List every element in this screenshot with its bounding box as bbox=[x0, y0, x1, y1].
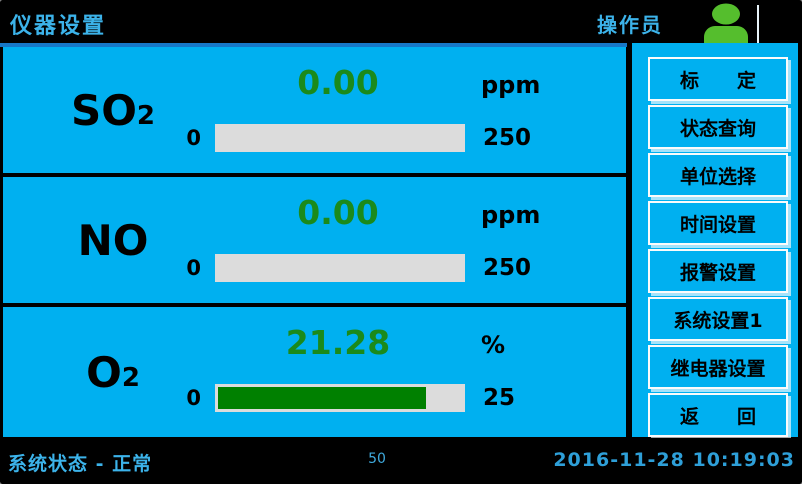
gas-value: 0.00 bbox=[297, 63, 379, 102]
channel-panel-so2: SO 2 0.00 ppm 0 250 bbox=[3, 47, 626, 173]
gas-unit: ppm bbox=[481, 71, 541, 99]
level-bar-row: 0 250 bbox=[153, 123, 531, 153]
datetime-label: 2016-11-28 10:19:03 bbox=[553, 449, 795, 471]
channel-panel-no: NO 0.00 ppm 0 250 bbox=[3, 177, 626, 303]
range-max-label: 25 bbox=[483, 385, 516, 411]
level-bar-track bbox=[215, 384, 465, 412]
operator-user-button[interactable] bbox=[697, 3, 755, 43]
gas-formula: NO bbox=[77, 215, 149, 265]
level-bar-track bbox=[215, 124, 465, 152]
person-icon bbox=[704, 3, 748, 43]
level-bar-row: 0 250 bbox=[153, 253, 531, 283]
range-max-label: 250 bbox=[483, 125, 532, 151]
status-center-value: 50 bbox=[368, 451, 386, 467]
return-button[interactable]: 返 回 bbox=[648, 393, 788, 437]
system-settings-1-button[interactable]: 系统设置1 bbox=[648, 297, 788, 341]
range-max-label: 250 bbox=[483, 255, 532, 281]
sidebar: 标 定 状态查询 单位选择 时间设置 报警设置 系统设置1 继电器设置 返 回 bbox=[632, 43, 798, 437]
status-query-button[interactable]: 状态查询 bbox=[648, 105, 788, 149]
status-bar: 系统状态 - 正常 50 2016-11-28 10:19:03 bbox=[0, 438, 802, 484]
gas-unit: ppm bbox=[481, 201, 541, 229]
titlebar-divider bbox=[757, 5, 759, 43]
title-bar: 仪器设置 操作员 bbox=[0, 0, 802, 43]
unit-select-button[interactable]: 单位选择 bbox=[648, 153, 788, 197]
level-bar-track bbox=[215, 254, 465, 282]
gas-value: 21.28 bbox=[285, 323, 391, 362]
gas-value: 0.00 bbox=[297, 193, 379, 232]
range-min-label: 0 bbox=[186, 256, 201, 280]
relay-settings-button[interactable]: 继电器设置 bbox=[648, 345, 788, 389]
page-title: 仪器设置 bbox=[10, 14, 107, 39]
calibration-button[interactable]: 标 定 bbox=[648, 57, 788, 101]
gas-unit: % bbox=[481, 331, 506, 359]
user-role-label: 操作员 bbox=[597, 13, 663, 37]
range-min-label: 0 bbox=[186, 126, 201, 150]
level-bar-fill bbox=[218, 387, 426, 409]
alarm-settings-button[interactable]: 报警设置 bbox=[648, 249, 788, 293]
range-min-label: 0 bbox=[186, 386, 201, 410]
level-bar-row: 0 25 bbox=[153, 383, 515, 413]
accent-line bbox=[0, 43, 627, 47]
time-settings-button[interactable]: 时间设置 bbox=[648, 201, 788, 245]
system-status-label: 系统状态 - 正常 bbox=[8, 453, 153, 475]
gas-formula: SO 2 bbox=[70, 85, 156, 135]
